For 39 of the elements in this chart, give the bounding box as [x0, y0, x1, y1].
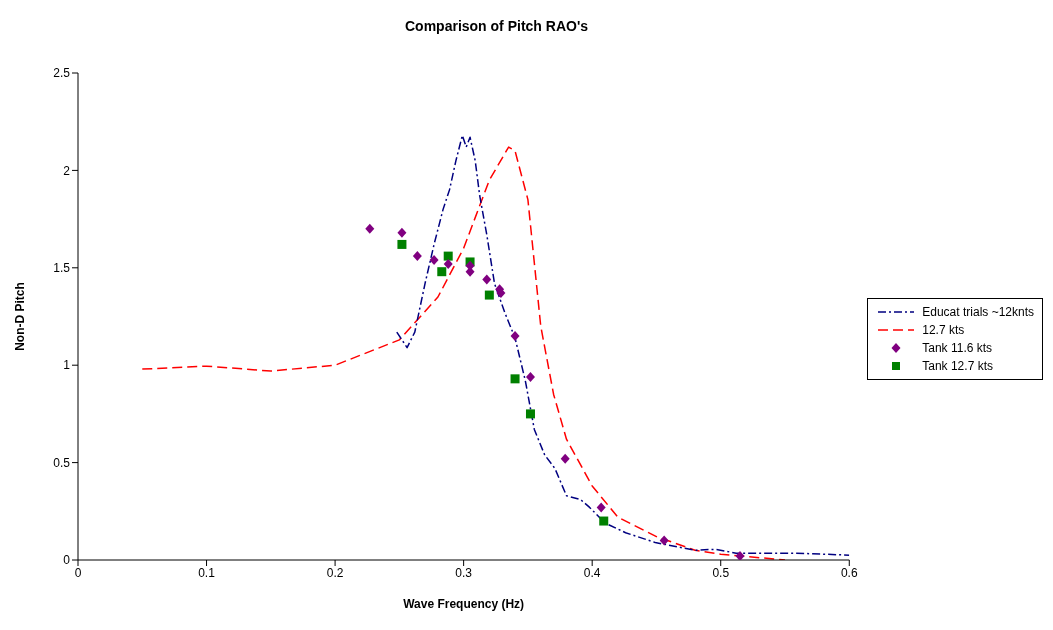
x-tick-label: 0.6 [840, 565, 858, 580]
x-tick-label: 0.4 [583, 565, 601, 580]
point [482, 274, 492, 285]
point [659, 535, 669, 546]
x-tick-label: 0.5 [712, 565, 730, 580]
point [397, 239, 407, 249]
point [525, 371, 535, 382]
legend-label: Educat trials ~12knts [922, 304, 1034, 321]
y-tick-label: 2.5 [53, 66, 71, 81]
legend-label: Tank 12.7 kts [922, 358, 993, 375]
point [412, 251, 422, 262]
y-tick-label: 0 [63, 553, 71, 568]
x-tick-label: 0.1 [198, 565, 216, 580]
y-tick-label: 1 [63, 358, 71, 373]
y-axis-title: Non-D Pitch [13, 282, 28, 351]
point [443, 258, 453, 269]
y-tick-label: 2 [63, 163, 71, 178]
point [510, 374, 520, 384]
point [429, 255, 439, 266]
legend-label: Tank 11.6 kts [922, 340, 993, 357]
y-tick-label: 1.5 [53, 261, 71, 276]
point [365, 223, 375, 234]
point [560, 453, 570, 464]
point [484, 290, 494, 300]
chart-title: Comparison of Pitch RAO's [404, 17, 589, 36]
x-tick-label: 0.2 [326, 565, 344, 580]
point [735, 551, 745, 560]
point [397, 227, 407, 238]
legend-label: 12.7 kts [922, 322, 965, 339]
x-tick-label: 0.3 [455, 565, 473, 580]
x-tick-label: 0 [74, 565, 82, 580]
point [437, 267, 447, 277]
point [525, 409, 535, 419]
point [599, 516, 609, 526]
point [443, 251, 453, 261]
y-tick-label: 0.5 [53, 455, 71, 470]
point [596, 502, 606, 513]
x-axis-title: Wave Frequency (Hz) [403, 597, 525, 611]
point [510, 330, 520, 341]
